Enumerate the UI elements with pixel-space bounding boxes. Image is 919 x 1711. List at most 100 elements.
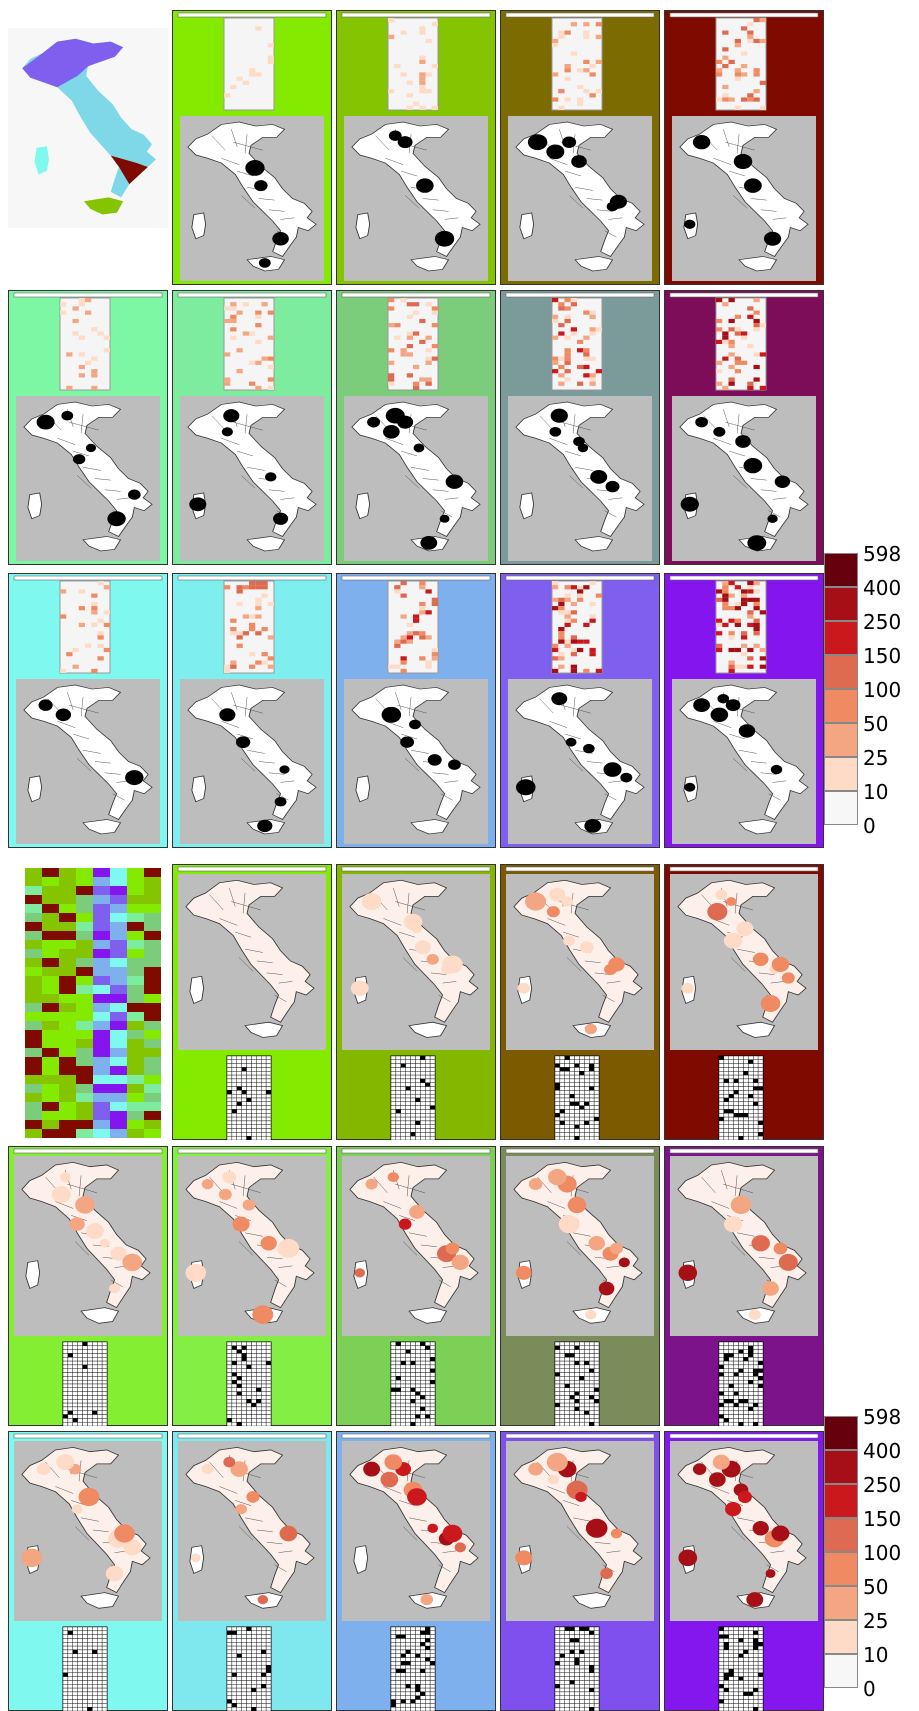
region-boundary xyxy=(566,1526,582,1541)
grid-cell-off xyxy=(246,1360,252,1366)
grid-cell-off xyxy=(415,1634,421,1639)
grid-cell-on xyxy=(265,1668,272,1674)
legend-swatch xyxy=(824,791,858,825)
strip-cell xyxy=(93,967,110,976)
grid-cell-off xyxy=(246,1120,252,1125)
grid-cell-off xyxy=(593,1124,600,1129)
grid-cell-off xyxy=(251,1638,257,1643)
grid-cell-off xyxy=(584,1082,590,1087)
grid-cell-off xyxy=(559,1634,565,1639)
heatmap-cell xyxy=(431,22,438,27)
strip-cell xyxy=(25,886,42,895)
grid-cell-off xyxy=(569,1128,575,1133)
heatmap-cell xyxy=(747,93,754,98)
heatmap-cell xyxy=(406,302,413,307)
strip-cell xyxy=(59,1039,76,1048)
grid-cell-off xyxy=(390,1695,397,1700)
grid-cell-off xyxy=(265,1691,272,1696)
grid-cell-off xyxy=(67,1634,73,1639)
grid-cell-off xyxy=(569,1387,575,1392)
grid-cell-off xyxy=(236,1090,242,1095)
grid-cell-off xyxy=(733,1349,739,1354)
region-boundary xyxy=(231,1183,261,1194)
heatmap-cell xyxy=(728,660,735,665)
grid-cell-off xyxy=(251,1630,257,1635)
grid-cell-off xyxy=(718,1132,725,1137)
grid-cell-off xyxy=(425,1372,431,1377)
grid-cell-off xyxy=(92,1353,98,1358)
grid-cell-off xyxy=(410,1626,416,1632)
heatmap-cell xyxy=(242,585,249,590)
heatmap-cell xyxy=(570,618,577,623)
grid-cell-off xyxy=(400,1391,406,1396)
grid-cell-off xyxy=(251,1128,257,1133)
grid-cell-off xyxy=(554,1703,561,1708)
grid-cell-off xyxy=(753,1360,759,1366)
grid-cell-off xyxy=(231,1414,237,1419)
grid-cell-off xyxy=(97,1691,103,1696)
grid-cell-off xyxy=(236,1357,242,1362)
grid-cell-off xyxy=(231,1105,237,1110)
heatmap-cell xyxy=(595,22,602,27)
grid-cell-off xyxy=(420,1387,426,1392)
grid-cell-off xyxy=(390,1634,397,1639)
grid-cell-off xyxy=(246,1664,252,1670)
grid-cell-off xyxy=(425,1699,431,1704)
grid-cell-off xyxy=(559,1626,565,1632)
grid-cell-off xyxy=(67,1406,73,1411)
grid-cell-off xyxy=(574,1055,580,1061)
grid-cell-on xyxy=(743,1071,749,1076)
grid-cell-off xyxy=(87,1691,93,1696)
grid-cell-off xyxy=(718,1105,725,1110)
grid-cell-off xyxy=(718,1379,725,1385)
highlighted-region xyxy=(620,772,633,783)
sicily xyxy=(82,819,122,835)
grid-cell-off xyxy=(395,1664,401,1670)
strip-cell xyxy=(144,877,161,886)
grid-cell-off xyxy=(62,1379,69,1385)
heatmap-cell xyxy=(419,635,426,640)
grid-cell-off xyxy=(738,1387,744,1392)
grid-cell-off xyxy=(757,1090,764,1095)
grid-cell-off xyxy=(733,1634,739,1639)
grid-cell-on xyxy=(236,1086,242,1091)
heatmap-cell xyxy=(60,310,67,315)
grid-cell-off xyxy=(425,1357,431,1362)
grid-cell-off xyxy=(67,1676,73,1681)
grid-cell-off xyxy=(579,1634,585,1639)
heatmap-cell xyxy=(242,614,249,619)
legend-label: 0 xyxy=(863,1677,876,1701)
grid-cell-off xyxy=(584,1653,590,1658)
heatmap-cell xyxy=(431,656,438,661)
grid-cell-off xyxy=(246,1668,252,1674)
grid-cell-off xyxy=(593,1418,600,1423)
grid-cell-on xyxy=(429,1368,436,1373)
grid-cell-on xyxy=(733,1078,739,1083)
grid-cell-off xyxy=(554,1105,561,1110)
grid-cell-off xyxy=(226,1097,233,1103)
heatmap-cell xyxy=(753,606,760,611)
region-boundary xyxy=(422,478,439,481)
heatmap-cell xyxy=(255,385,262,390)
grid-cell-off xyxy=(554,1630,561,1635)
grid-cell-off xyxy=(723,1414,729,1419)
region-boundary xyxy=(561,704,591,714)
grid-cell-off xyxy=(261,1695,267,1700)
grid-cell-on xyxy=(753,1368,759,1373)
shaded-region xyxy=(579,941,594,954)
grid-cell-off xyxy=(97,1649,103,1654)
grid-cell-off xyxy=(757,1357,764,1362)
grid-cell-off xyxy=(429,1703,436,1708)
grid-cell-off xyxy=(265,1687,272,1693)
grid-cell-off xyxy=(425,1078,431,1083)
grid-cell-off xyxy=(226,1642,233,1647)
heatmap-cell xyxy=(236,348,243,353)
heatmap-cell xyxy=(419,585,426,590)
heatmap-cell xyxy=(753,589,760,594)
heatmap-cell xyxy=(722,606,729,611)
grid-cell-off xyxy=(395,1687,401,1693)
region-boundary xyxy=(739,750,757,754)
heatmap-cell xyxy=(558,664,565,669)
color-legend-top: 598 400 250 150 100 50 25 10 0 xyxy=(824,544,919,845)
strip-cell xyxy=(127,1093,144,1102)
